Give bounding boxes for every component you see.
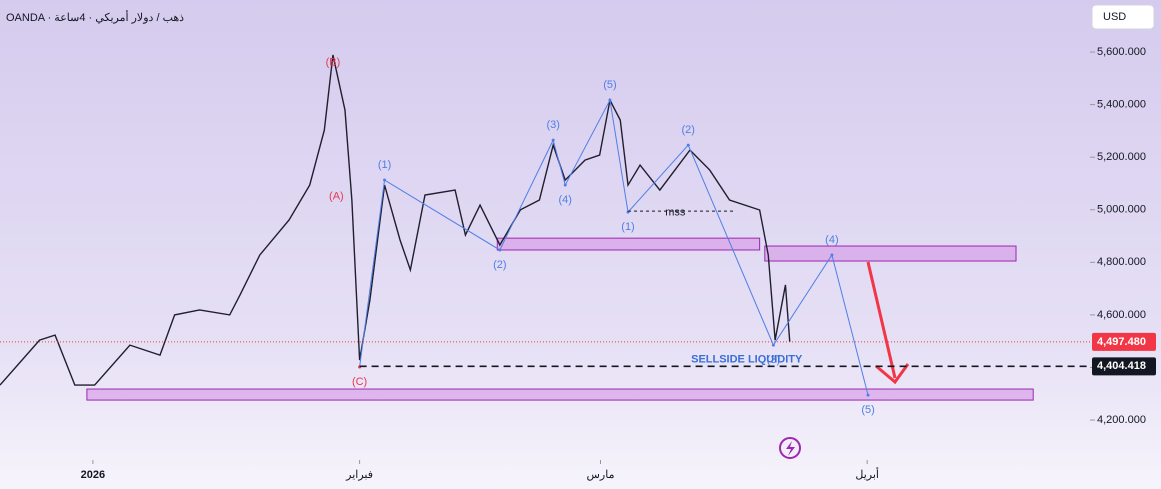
y-tick-label: 5,400.000 <box>1097 99 1146 111</box>
price-badge-label: 4,497.480 <box>1097 336 1146 348</box>
y-tick-label: 4,200.000 <box>1097 414 1146 426</box>
y-tick-label: 4,600.000 <box>1097 309 1146 321</box>
wave-label: (5) <box>603 79 616 91</box>
zone <box>86 388 1034 401</box>
annotation: (A) <box>329 191 344 203</box>
y-tick-label: 5,000.000 <box>1097 204 1146 216</box>
wave-point <box>830 253 834 257</box>
zone <box>764 245 1017 262</box>
wave-point <box>771 343 775 347</box>
price-badge-label: 4,404.418 <box>1097 360 1146 372</box>
annotation: mss <box>665 206 686 218</box>
annotation: (B) <box>326 56 341 68</box>
wave-label: (1) <box>621 221 634 233</box>
arrow-shaft <box>866 261 897 379</box>
price-badge <box>1092 332 1156 351</box>
wave-point <box>866 393 870 397</box>
y-tick-label: 5,200.000 <box>1097 151 1146 163</box>
wave-point <box>563 183 567 187</box>
wave-label: (2) <box>493 259 506 271</box>
x-tick-label: فبراير <box>345 469 373 481</box>
x-tick-label: أبريل <box>855 467 879 481</box>
event-bolt <box>786 441 795 456</box>
wave-point <box>551 138 555 142</box>
wave-label: (C) <box>352 376 367 388</box>
y-tick-label: 4,800.000 <box>1097 256 1146 268</box>
currency-label[interactable]: USD <box>1103 11 1126 23</box>
wave-label: (2) <box>682 124 695 136</box>
wave-point <box>383 178 387 182</box>
x-tick-label: 2026 <box>81 469 105 481</box>
wave-label: (4) <box>825 234 838 246</box>
price-badge <box>1092 357 1156 376</box>
wave-point <box>686 143 690 147</box>
zone <box>496 237 761 251</box>
arrow-head <box>875 363 910 385</box>
wave-label: (1) <box>378 159 391 171</box>
wave-label: (4) <box>558 194 571 206</box>
wave-label: (3) <box>546 119 559 131</box>
event-icon[interactable] <box>779 437 801 459</box>
annotation: SELLSIDE LIQUIDITY <box>691 353 803 365</box>
wave-label: (5) <box>861 404 874 416</box>
price-line <box>0 54 791 386</box>
symbol-title: OANDA · ذهب / دولار أمريكي · 4ساعة <box>6 10 184 24</box>
wave-point <box>608 98 612 102</box>
currency-button[interactable] <box>1091 4 1155 30</box>
y-tick-label: 5,600.000 <box>1097 46 1146 58</box>
wave-point <box>498 248 502 252</box>
x-tick-label: مارس <box>586 469 614 481</box>
wave-label: (3) <box>767 354 780 366</box>
